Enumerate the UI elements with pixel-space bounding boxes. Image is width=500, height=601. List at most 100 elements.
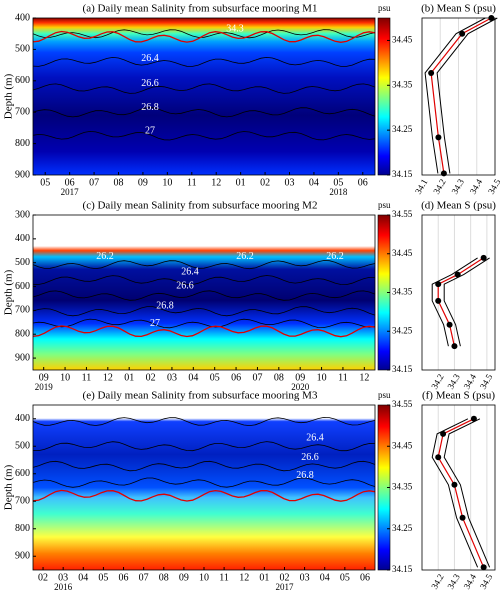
contour-label: 26.4 xyxy=(141,53,159,64)
x-tick-label: 03 xyxy=(58,572,68,583)
colorbar-tick-label: 34.35 xyxy=(392,79,413,89)
x-tick-label: 04 xyxy=(309,177,319,188)
colorbar-label: psu xyxy=(378,390,391,400)
profile-point xyxy=(459,514,466,521)
y-tick-label: 400 xyxy=(15,413,30,424)
profile-point xyxy=(459,30,466,37)
year-label: 2016 xyxy=(54,582,73,592)
x-tick-label: 05 xyxy=(40,177,50,188)
x-tick-label: 34.5 xyxy=(478,572,495,591)
colorbar-tick-label: 34.15 xyxy=(392,169,413,179)
x-tick-label: 06 xyxy=(360,572,370,583)
year-label: 2019 xyxy=(35,382,54,392)
contour-label: 26.2 xyxy=(326,251,344,262)
y-tick-label: 700 xyxy=(15,496,30,507)
contour-label: 26.8 xyxy=(141,102,159,113)
x-tick-label: 34.2 xyxy=(431,177,448,196)
x-tick-label: 03 xyxy=(300,572,310,583)
contour-label: 26.2 xyxy=(141,409,159,420)
isopycnal xyxy=(32,275,375,286)
contour-label: 26.6 xyxy=(141,78,159,89)
profile-point xyxy=(446,321,453,328)
x-tick-label: 02 xyxy=(260,177,270,188)
std-envelope xyxy=(431,257,478,347)
isopycnal xyxy=(32,441,376,452)
x-tick-label: 34.3 xyxy=(445,372,462,391)
x-tick-label: 34.2 xyxy=(429,572,446,591)
y-tick-label: 800 xyxy=(15,138,30,149)
y-tick-label: 700 xyxy=(15,305,30,316)
profile-point xyxy=(451,343,458,350)
contour-label: 34.3 xyxy=(226,23,244,34)
x-tick-label: 05 xyxy=(333,177,343,188)
x-tick-label: 08 xyxy=(274,372,284,383)
y-axis-label: Depth (m) xyxy=(3,464,15,510)
x-tick-label: 34.3 xyxy=(449,177,466,196)
profile-point xyxy=(435,281,442,288)
panel-title: (f) Mean S (psu) xyxy=(422,390,495,402)
colorbar-tick-label: 34.25 xyxy=(392,523,413,533)
isopycnal xyxy=(32,306,376,317)
profile-point xyxy=(440,170,447,177)
x-tick-label: 04 xyxy=(320,572,330,583)
profile-point xyxy=(435,454,442,461)
plot-frame xyxy=(32,17,376,176)
x-tick-label: 11 xyxy=(187,177,197,188)
x-tick-label: 09 xyxy=(295,372,305,383)
colorbar-tick-label: 34.55 xyxy=(392,399,413,409)
isopycnal xyxy=(32,29,376,39)
plot-frame xyxy=(421,17,496,176)
x-tick-label: 09 xyxy=(39,372,49,383)
contour-label: 26.6 xyxy=(176,281,194,292)
y-tick-label: 900 xyxy=(15,352,30,363)
isopycnal xyxy=(32,416,376,427)
x-tick-label: 34.3 xyxy=(445,572,462,591)
x-tick-label: 06 xyxy=(119,572,129,583)
salinity-field xyxy=(33,18,375,175)
colorbar-tick-label: 34.15 xyxy=(392,564,413,574)
colorbar-tick-label: 34.45 xyxy=(392,248,413,258)
y-tick-label: 300 xyxy=(15,209,30,220)
y-tick-label: 600 xyxy=(15,468,30,479)
x-tick-label: 02 xyxy=(146,372,156,383)
isopycnal xyxy=(32,460,376,472)
year-label: 2018 xyxy=(329,187,348,197)
x-tick-label: 03 xyxy=(285,177,295,188)
x-tick-label: 06 xyxy=(358,177,368,188)
x-tick-label: 07 xyxy=(139,572,149,583)
x-tick-label: 07 xyxy=(252,372,262,383)
x-tick-label: 01 xyxy=(124,372,134,383)
mean-profile xyxy=(437,257,484,347)
std-envelope xyxy=(443,257,490,347)
std-envelope xyxy=(424,17,486,174)
isopycnal xyxy=(32,477,376,488)
isopycnal xyxy=(32,130,376,141)
profile-point xyxy=(428,69,435,76)
mean-profile xyxy=(437,418,485,568)
panel-title: (d) Mean S (psu) xyxy=(421,200,496,212)
plot-frame xyxy=(421,404,496,571)
panel-title: (a) Daily mean Salinity from subsurface … xyxy=(83,3,318,15)
y-tick-label: 500 xyxy=(15,441,30,452)
x-tick-label: 08 xyxy=(114,177,124,188)
x-tick-label: 01 xyxy=(259,572,269,583)
y-tick-label: 400 xyxy=(15,233,30,244)
isopycnal xyxy=(32,107,376,118)
x-tick-label: 11 xyxy=(82,372,92,383)
profile-point xyxy=(454,271,461,278)
salinity-field xyxy=(33,215,375,370)
y-axis-label: Depth (m) xyxy=(3,73,15,119)
contour-label: 27 xyxy=(150,318,160,329)
y-tick-label: 600 xyxy=(15,281,30,292)
x-tick-label: 02 xyxy=(279,572,289,583)
x-tick-label: 06 xyxy=(65,177,75,188)
std-envelope xyxy=(443,418,491,568)
colorbar xyxy=(377,17,391,176)
x-tick-label: 09 xyxy=(179,572,189,583)
x-tick-label: 04 xyxy=(188,372,198,383)
colorbar-tick-label: 34.25 xyxy=(392,124,413,134)
y-tick-label: 900 xyxy=(15,169,30,180)
y-tick-label: 900 xyxy=(15,551,30,562)
profile-point xyxy=(451,481,458,488)
y-tick-label: 600 xyxy=(15,75,30,86)
